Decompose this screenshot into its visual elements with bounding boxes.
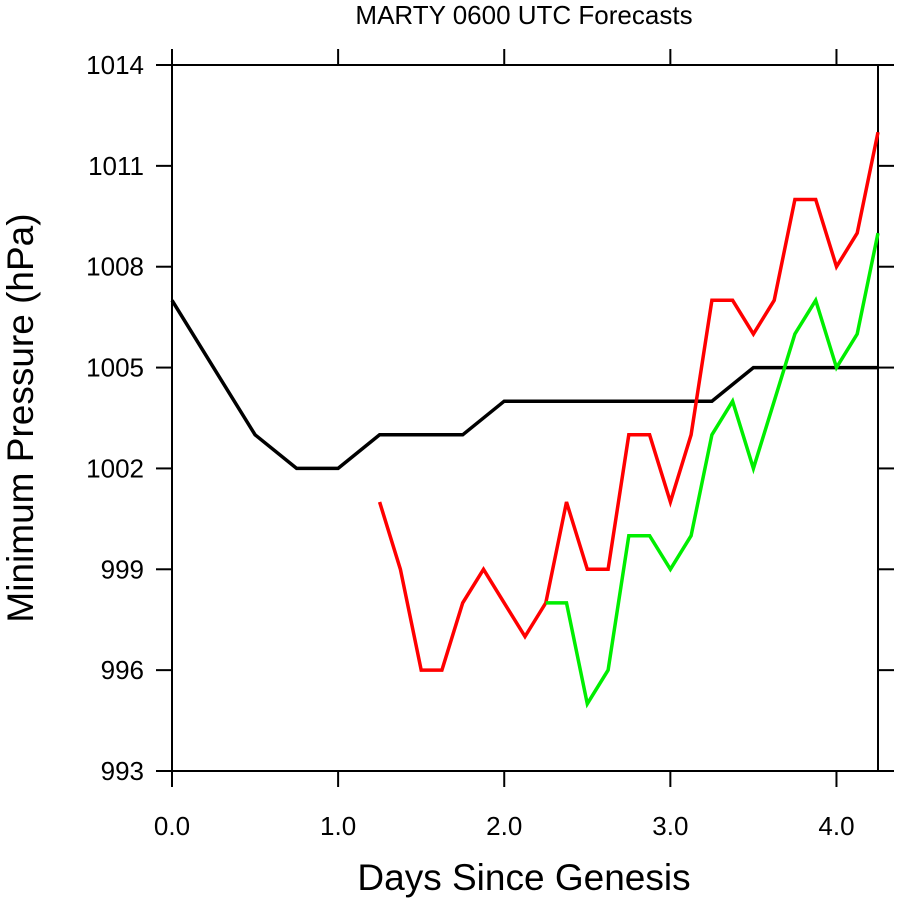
y-tick-label: 993 [101,756,144,786]
x-tick-label: 1.0 [320,811,356,841]
x-axis-title: Days Since Genesis [357,857,690,898]
x-tick-label: 0.0 [154,811,190,841]
y-axis-ticks: 993 996 999 1002 1005 1008 1011 1014 [86,50,894,786]
y-tick-label: 1002 [86,453,144,483]
series-line-3 [545,232,880,709]
x-tick-label: 3.0 [652,811,688,841]
x-axis-ticks: 0.0 1.0 2.0 3.0 4.0 [154,49,855,841]
x-tick-label: 4.0 [818,811,854,841]
plot-frame [171,64,879,772]
series-line-1 [170,299,878,471]
series-lines [170,131,880,709]
series-line-2 [377,131,880,672]
y-tick-label: 1005 [86,353,144,383]
y-tick-label: 1008 [86,252,144,282]
y-tick-label: 1014 [86,50,144,80]
chart-title: MARTY 0600 UTC Forecasts [355,0,692,30]
y-tick-label: 996 [101,655,144,685]
x-tick-label: 2.0 [486,811,522,841]
y-axis-title: Minimum Pressure (hPa) [0,213,41,622]
y-tick-label: 1011 [88,151,144,181]
y-tick-label: 999 [101,554,144,584]
